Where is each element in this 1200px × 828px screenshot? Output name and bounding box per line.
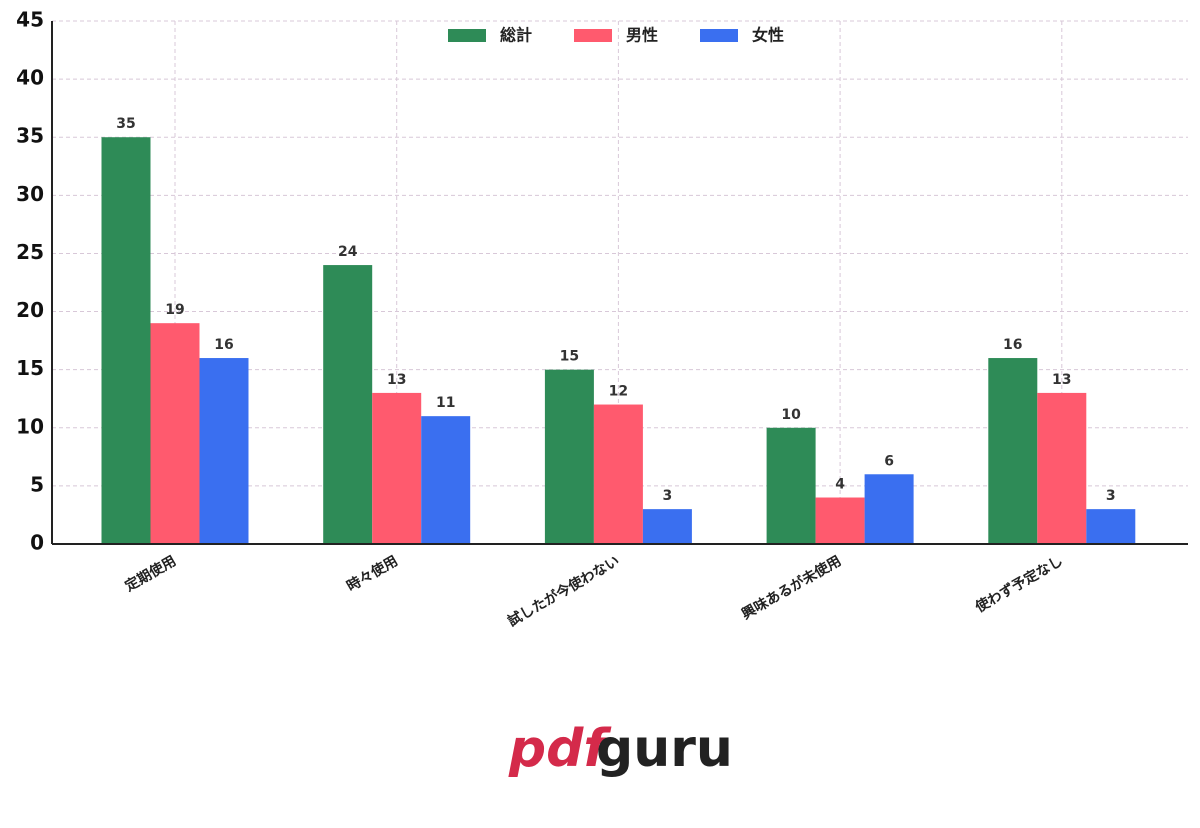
y-tick-label: 5 — [30, 472, 44, 496]
value-label: 19 — [165, 302, 184, 318]
legend-label: 男性 — [626, 26, 658, 45]
bar — [199, 358, 249, 544]
bar — [372, 392, 422, 544]
value-label: 13 — [1052, 372, 1071, 388]
y-tick-label: 20 — [16, 298, 44, 322]
y-tick-label: 0 — [30, 531, 44, 555]
bar — [988, 358, 1038, 544]
y-tick-label: 10 — [16, 414, 44, 438]
bar — [1037, 392, 1087, 544]
legend-label: 総計 — [500, 26, 532, 45]
y-tick-label: 15 — [16, 356, 44, 380]
bar — [544, 369, 594, 544]
bar — [421, 416, 471, 544]
bar — [815, 497, 865, 544]
y-tick-label: 35 — [16, 124, 44, 148]
y-tick-label: 40 — [16, 66, 44, 90]
bar — [864, 474, 914, 544]
y-tick-label: 30 — [16, 182, 44, 206]
logo-guru: guru — [596, 719, 733, 779]
value-label: 11 — [436, 395, 455, 411]
legend-swatch — [448, 29, 486, 42]
bar — [101, 137, 151, 544]
value-label: 3 — [663, 488, 673, 504]
value-label: 12 — [609, 384, 628, 400]
y-tick-label: 25 — [16, 240, 44, 264]
y-tick-label: 45 — [16, 8, 44, 32]
value-label: 3 — [1106, 488, 1116, 504]
value-label: 13 — [387, 372, 406, 388]
value-label: 16 — [1003, 337, 1022, 353]
bar — [642, 509, 692, 544]
bar — [593, 404, 643, 544]
logo-pdf: pdf — [508, 719, 612, 779]
bar — [766, 427, 816, 544]
legend-swatch — [574, 29, 612, 42]
bar — [150, 323, 200, 544]
value-label: 24 — [338, 244, 358, 260]
legend-label: 女性 — [752, 26, 784, 45]
value-label: 35 — [116, 116, 135, 132]
value-label: 6 — [884, 453, 894, 469]
value-label: 15 — [560, 349, 579, 365]
value-label: 16 — [214, 337, 233, 353]
bar — [1086, 509, 1136, 544]
value-label: 4 — [835, 477, 845, 493]
bar — [323, 265, 373, 544]
value-label: 10 — [781, 407, 801, 423]
legend-swatch — [700, 29, 738, 42]
